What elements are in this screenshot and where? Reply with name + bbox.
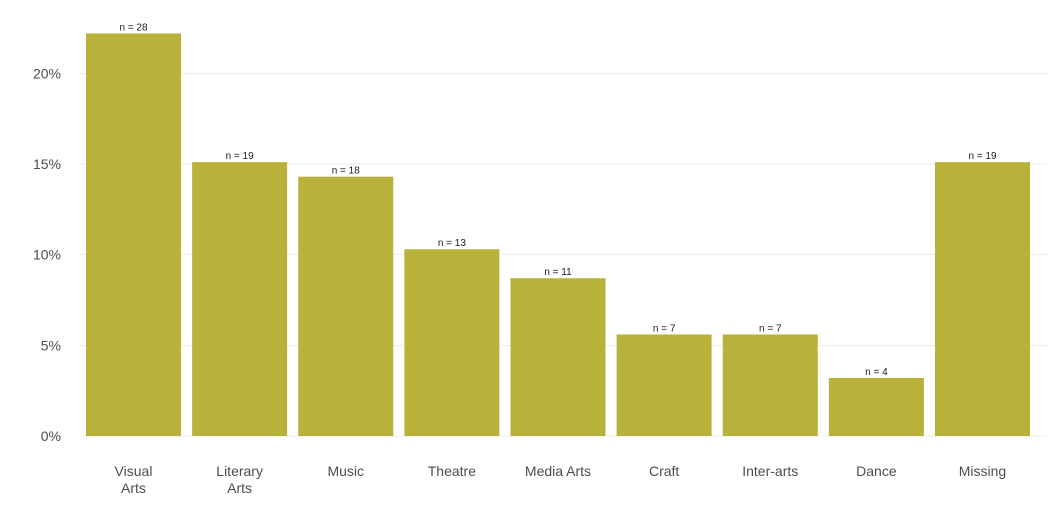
y-tick-label: 15% bbox=[33, 156, 61, 172]
x-tick-label-line: Literary bbox=[216, 463, 263, 479]
bar-theatre bbox=[404, 249, 500, 436]
x-tick-label: Media Arts bbox=[525, 463, 591, 479]
x-tick-label: Theatre bbox=[428, 463, 476, 479]
x-tick-label: Literary Arts bbox=[216, 463, 263, 496]
x-tick-label-line: Visual bbox=[115, 463, 153, 479]
data-label: n = 7 bbox=[759, 323, 782, 334]
data-label: n = 7 bbox=[653, 323, 676, 334]
x-tick-label-line: Craft bbox=[649, 463, 679, 479]
x-tick-label: Inter-arts bbox=[742, 463, 798, 479]
x-tick-label-line: Arts bbox=[121, 480, 146, 496]
data-labels: n = 28 n = 19 n = 18 n = 13 n = 11 n = 7 n = 7… bbox=[119, 22, 997, 378]
bar-music bbox=[298, 176, 394, 436]
bar-dance bbox=[828, 377, 924, 436]
y-tick-label: 0% bbox=[41, 428, 61, 444]
y-tick-label: 10% bbox=[33, 247, 61, 263]
data-label: n = 4 bbox=[865, 367, 888, 378]
data-label: n = 13 bbox=[438, 238, 467, 249]
x-tick-label-line: Music bbox=[327, 463, 364, 479]
x-tick-label: Dance bbox=[856, 463, 897, 479]
y-axis-ticks: 0% 5% 10% 15% 20% bbox=[33, 65, 61, 444]
bar-visual-arts bbox=[86, 33, 181, 436]
data-label: n = 19 bbox=[226, 151, 255, 162]
bar-missing bbox=[935, 162, 1030, 437]
x-tick-label: Craft bbox=[649, 463, 679, 479]
data-label: n = 18 bbox=[332, 166, 361, 177]
bar-craft bbox=[616, 334, 712, 436]
y-tick-label: 5% bbox=[41, 337, 61, 353]
x-tick-label-line: Media Arts bbox=[525, 463, 591, 479]
x-tick-label: Visual Arts bbox=[115, 463, 153, 496]
x-tick-label-line: Missing bbox=[959, 463, 1006, 479]
data-label: n = 28 bbox=[119, 22, 148, 33]
bar-literary-arts bbox=[192, 162, 288, 437]
bar-media-arts bbox=[510, 278, 606, 436]
bar-inter-arts bbox=[722, 334, 818, 436]
y-tick-label: 20% bbox=[33, 65, 61, 81]
x-tick-label-line: Theatre bbox=[428, 463, 476, 479]
x-tick-label-line: Arts bbox=[227, 480, 252, 496]
x-tick-label-line: Inter-arts bbox=[742, 463, 798, 479]
x-tick-label-line: Dance bbox=[856, 463, 897, 479]
bars bbox=[86, 33, 1030, 437]
x-tick-label: Music bbox=[327, 463, 364, 479]
data-label: n = 19 bbox=[968, 151, 997, 162]
x-tick-label: Missing bbox=[959, 463, 1006, 479]
data-label: n = 11 bbox=[544, 267, 572, 278]
